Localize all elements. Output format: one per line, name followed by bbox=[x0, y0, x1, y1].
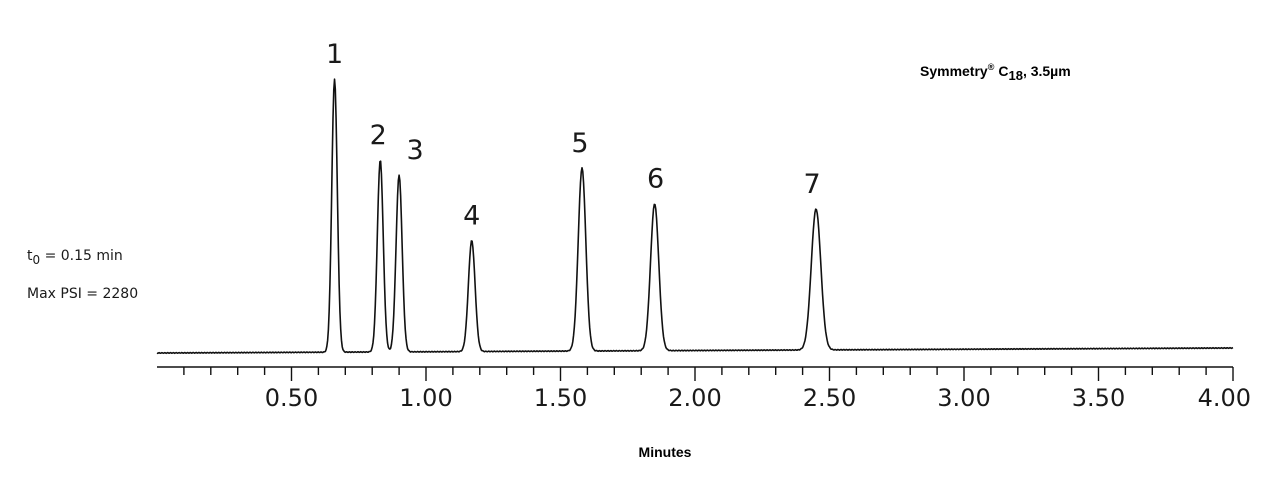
peak-label: 4 bbox=[463, 201, 480, 232]
t0-value: = 0.15 min bbox=[40, 248, 123, 264]
x-tick-label: 4.00 bbox=[1198, 384, 1251, 412]
x-tick-label: 3.50 bbox=[1072, 384, 1125, 412]
phase-subscript: 18 bbox=[1008, 68, 1022, 83]
registered-mark: ® bbox=[988, 62, 995, 72]
x-tick-label: 3.00 bbox=[937, 384, 990, 412]
x-axis-title: Minutes bbox=[639, 444, 692, 460]
column-name: Symmetry bbox=[920, 63, 988, 79]
t0-note: t0 = 0.15 min bbox=[27, 248, 123, 267]
max-psi-note: Max PSI = 2280 bbox=[27, 286, 138, 302]
peak-label: 7 bbox=[803, 169, 820, 200]
peak-label: 2 bbox=[370, 120, 387, 151]
x-tick-label: 1.00 bbox=[399, 384, 452, 412]
peak-label: 1 bbox=[326, 39, 343, 70]
peak-label: 3 bbox=[407, 135, 424, 166]
t0-subscript: 0 bbox=[33, 253, 41, 267]
x-tick-label: 1.50 bbox=[534, 384, 587, 412]
peak-label: 6 bbox=[647, 164, 664, 195]
chromatogram-trace bbox=[156, 78, 1234, 355]
x-tick-label: 2.00 bbox=[668, 384, 721, 412]
x-axis-tick-labels: 0.50 1.00 1.50 2.00 2.50 3.00 3.50 4.00 bbox=[265, 384, 1251, 412]
phase-prefix: C bbox=[998, 63, 1008, 79]
peak-label: 5 bbox=[571, 128, 588, 159]
x-tick-label: 2.50 bbox=[803, 384, 856, 412]
column-info: Symmetry® C18, 3.5µm bbox=[920, 62, 1071, 83]
x-tick-label: 0.50 bbox=[265, 384, 318, 412]
t0-symbol: t bbox=[27, 248, 33, 264]
x-axis-ticks bbox=[183, 367, 1234, 381]
particle-size: , 3.5µm bbox=[1023, 63, 1071, 79]
